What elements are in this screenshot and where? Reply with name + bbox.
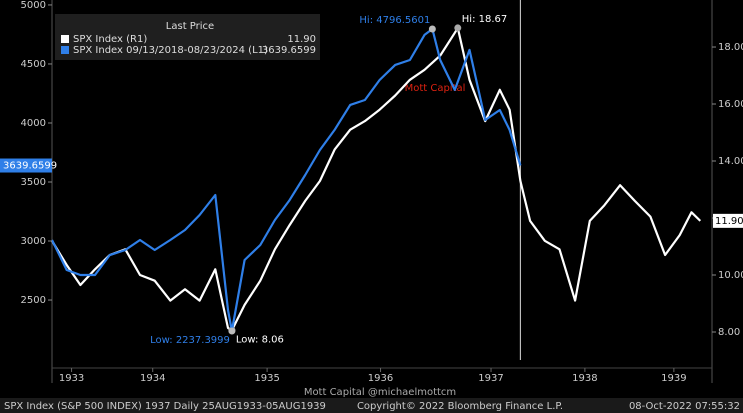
x-tick-label: 1938 <box>572 373 597 384</box>
footer-right: 08-Oct-2022 07:55:32 <box>629 401 740 412</box>
y2-tick-label: 18.00 <box>718 42 743 53</box>
series-line <box>51 27 522 333</box>
footer-left: SPX Index (S&P 500 INDEX) 1937 Daily 25A… <box>4 401 326 412</box>
y-tick-label: 5000 <box>21 0 46 11</box>
annotation-label: Low: 2237.3999 <box>150 335 230 346</box>
x-tick-label: 1933 <box>59 373 84 384</box>
series-line <box>51 26 702 332</box>
legend-box <box>55 14 320 60</box>
x-tick-label: 1939 <box>661 373 686 384</box>
y-tick-label: 3500 <box>21 177 46 188</box>
y-tick-label: 4500 <box>21 59 46 70</box>
footer-bar <box>0 398 743 413</box>
legend-swatch <box>61 35 69 43</box>
annotation-label: Hi: 18.67 <box>462 14 507 25</box>
y2-tick-label: 8.00 <box>718 327 740 338</box>
last-tag <box>0 158 52 173</box>
y2-tick-label: 10.00 <box>718 270 743 281</box>
legend-value: 3639.6599 <box>262 45 316 56</box>
x-tick-label: 1935 <box>254 373 279 384</box>
plot: Hi: 18.67 Low: 8.06 Hi: 4796.5601 Low: 2237… <box>51 0 702 360</box>
y2-tick-label: 16.00 <box>718 99 743 110</box>
legend-label: SPX Index (R1) <box>73 34 147 45</box>
last-tag-label: 11.90 <box>715 216 743 227</box>
watermark: Mott Capital <box>405 83 466 94</box>
x-tick-label: 1934 <box>140 373 165 384</box>
last-tag-label: 3639.6599 <box>3 161 57 172</box>
x-label: Mott Capital @michaelmottcm <box>304 387 456 398</box>
y2-tick-label: 14.00 <box>718 156 743 167</box>
annotation-dot <box>428 25 436 33</box>
y-tick-label: 2500 <box>21 295 46 306</box>
legend-value: 11.90 <box>287 34 316 45</box>
legend-header: Last Price <box>166 21 214 32</box>
x-tick-label: 1936 <box>368 373 393 384</box>
y-tick-label: 4000 <box>21 118 46 129</box>
annotation-dot <box>454 24 462 32</box>
annotation-label: Low: 8.06 <box>236 334 284 345</box>
annotation-dot <box>228 327 236 335</box>
legend-label: SPX Index 09/13/2018-08/23/2024 (L1) <box>73 45 268 56</box>
y-tick-label: 3000 <box>21 236 46 247</box>
x-tick-label: 1937 <box>478 373 503 384</box>
last-tag <box>713 213 743 228</box>
legend-swatch <box>61 46 69 54</box>
footer-center: Copyright© 2022 Bloomberg Finance L.P. <box>357 401 563 412</box>
annotation-label: Hi: 4796.5601 <box>359 15 430 26</box>
